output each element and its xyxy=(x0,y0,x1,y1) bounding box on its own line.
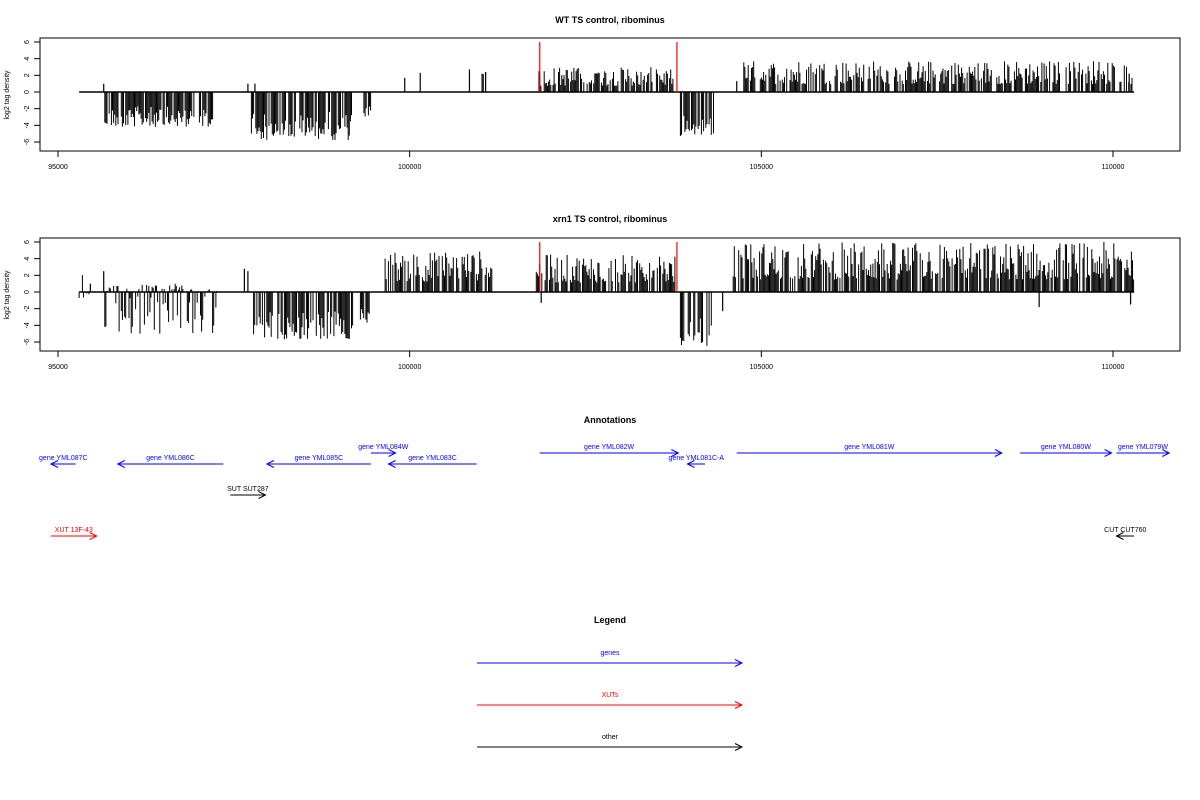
annotation-feature: gene YML086C xyxy=(116,455,224,468)
y-tick-label: -4 xyxy=(24,122,31,128)
annotation-feature-label: gene YML086C xyxy=(146,455,195,462)
xrn1-chart-title: xrn1 TS control, ribominus xyxy=(553,214,668,224)
feature-arrow-head xyxy=(387,460,396,468)
legend-item: XUTs xyxy=(477,692,744,709)
annotation-feature-label: gene YML087C xyxy=(39,455,88,462)
y-tick-label: -2 xyxy=(24,305,31,311)
y-tick-label: 0 xyxy=(24,290,31,294)
y-tick-label: 6 xyxy=(24,40,31,44)
y-tick-label: -4 xyxy=(24,322,31,328)
annotation-feature-label: CUT CUT760 xyxy=(1104,527,1146,534)
x-tick-label: 95000 xyxy=(48,364,68,371)
legend-item: genes xyxy=(477,650,744,667)
feature-arrow-head xyxy=(388,449,397,457)
feature-arrow-head xyxy=(686,460,695,468)
annotation-feature: CUT CUT760 xyxy=(1104,527,1147,540)
annotation-feature: gene YML087C xyxy=(39,455,88,468)
y-tick-label: 4 xyxy=(24,57,31,61)
annotation-feature: SUT SUT287 xyxy=(227,486,269,499)
wt-x-axis: 95000 100000 105000 110000 xyxy=(48,151,1125,171)
xrn1-signal-bars xyxy=(78,242,1135,346)
legend-item-label: other xyxy=(602,734,619,741)
annotation-feature-label: SUT SUT287 xyxy=(227,486,269,493)
feature-arrow-head xyxy=(1162,449,1171,457)
feature-arrow-head xyxy=(89,532,98,540)
y-tick-label: 2 xyxy=(24,273,31,277)
xrn1-plot-frame xyxy=(39,237,1181,352)
feature-arrow-head xyxy=(49,460,59,468)
annotation-feature: gene YML079W xyxy=(1116,444,1171,457)
xrn1-x-axis: 95000 100000 105000 110000 xyxy=(48,351,1125,371)
annotation-feature-label: gene YML085C xyxy=(295,455,344,462)
y-tick-label: -2 xyxy=(24,105,31,111)
legend-item-label: genes xyxy=(600,650,620,657)
annotations-title: Annotations xyxy=(584,415,637,425)
annotations-panel: Annotations gene YML087C gene YML086C gene… xyxy=(39,415,1171,540)
annotation-feature-label: gene YML084W xyxy=(358,444,408,451)
annotation-feature-label: gene YML083C xyxy=(408,455,457,462)
y-tick-label: 6 xyxy=(24,240,31,244)
annotation-feature-label: gene YML079W xyxy=(1118,444,1168,451)
legend-items: genes XUTs other xyxy=(477,650,744,751)
x-tick-label: 95000 xyxy=(48,164,68,171)
xrn1-y-axis: 6 4 2 0 -2 -4 -6 xyxy=(24,240,41,345)
feature-arrow-head xyxy=(734,659,744,667)
annotation-feature-label: XUT 13F-43 xyxy=(55,527,93,534)
y-tick-label: -6 xyxy=(24,339,31,345)
wt-markers xyxy=(539,42,678,92)
annotation-feature: gene YML085C xyxy=(265,455,371,468)
annotation-feature-label: gene YML080W xyxy=(1041,444,1091,451)
x-tick-label: 100000 xyxy=(398,364,421,371)
annotation-feature: gene YML083C xyxy=(387,455,477,468)
feature-arrow-head xyxy=(265,460,275,468)
annotation-feature: gene YML081W xyxy=(736,444,1003,457)
y-tick-label: 2 xyxy=(24,73,31,77)
xrn1-markers xyxy=(539,242,678,292)
feature-arrow-head xyxy=(994,449,1003,457)
legend-panel: Legend genes XUTs other xyxy=(477,615,744,751)
y-tick-label: 0 xyxy=(24,90,31,94)
feature-arrow-head xyxy=(734,743,744,751)
y-tick-label: 4 xyxy=(24,257,31,261)
legend-item: other xyxy=(477,734,744,751)
feature-arrow-head xyxy=(1104,449,1113,457)
x-tick-label: 105000 xyxy=(750,364,773,371)
x-tick-label: 100000 xyxy=(398,164,421,171)
annotation-features: gene YML087C gene YML086C gene YML085C gene… xyxy=(39,444,1171,540)
annotation-feature: gene YML082W xyxy=(539,444,680,457)
legend-item-label: XUTs xyxy=(602,692,619,699)
y-tick-label: -6 xyxy=(24,139,31,145)
feature-arrow-head xyxy=(1115,532,1124,540)
xrn1-track-panel: xrn1 TS control, ribominus log2 tag dens… xyxy=(4,214,1181,371)
x-tick-label: 110000 xyxy=(1102,364,1125,371)
feature-arrow-head xyxy=(258,491,267,499)
annotation-feature: XUT 13F-43 xyxy=(50,527,98,540)
annotation-feature: gene YML081C-A xyxy=(669,455,725,468)
legend-title: Legend xyxy=(594,615,626,625)
wt-signal-bars xyxy=(103,61,1133,140)
wt-y-axis-label: log2 tag density xyxy=(4,70,11,120)
wt-chart-title: WT TS control, ribominus xyxy=(555,15,665,25)
annotation-feature: gene YML084W xyxy=(358,444,409,457)
annotation-feature-label: gene YML081W xyxy=(844,444,894,451)
wt-y-axis: 6 4 2 0 -2 -4 -6 xyxy=(24,40,41,145)
feature-arrow-head xyxy=(671,449,680,457)
annotation-feature: gene YML080W xyxy=(1020,444,1113,457)
feature-arrow-head xyxy=(116,460,126,468)
wt-track-panel: WT TS control, ribominus log2 tag densit… xyxy=(4,15,1181,171)
annotation-feature-label: gene YML082W xyxy=(584,444,634,451)
feature-arrow-head xyxy=(734,701,744,709)
xrn1-y-axis-label: log2 tag density xyxy=(4,270,11,320)
annotation-feature-label: gene YML081C-A xyxy=(669,455,725,462)
x-tick-label: 110000 xyxy=(1102,164,1125,171)
x-tick-label: 105000 xyxy=(750,164,773,171)
